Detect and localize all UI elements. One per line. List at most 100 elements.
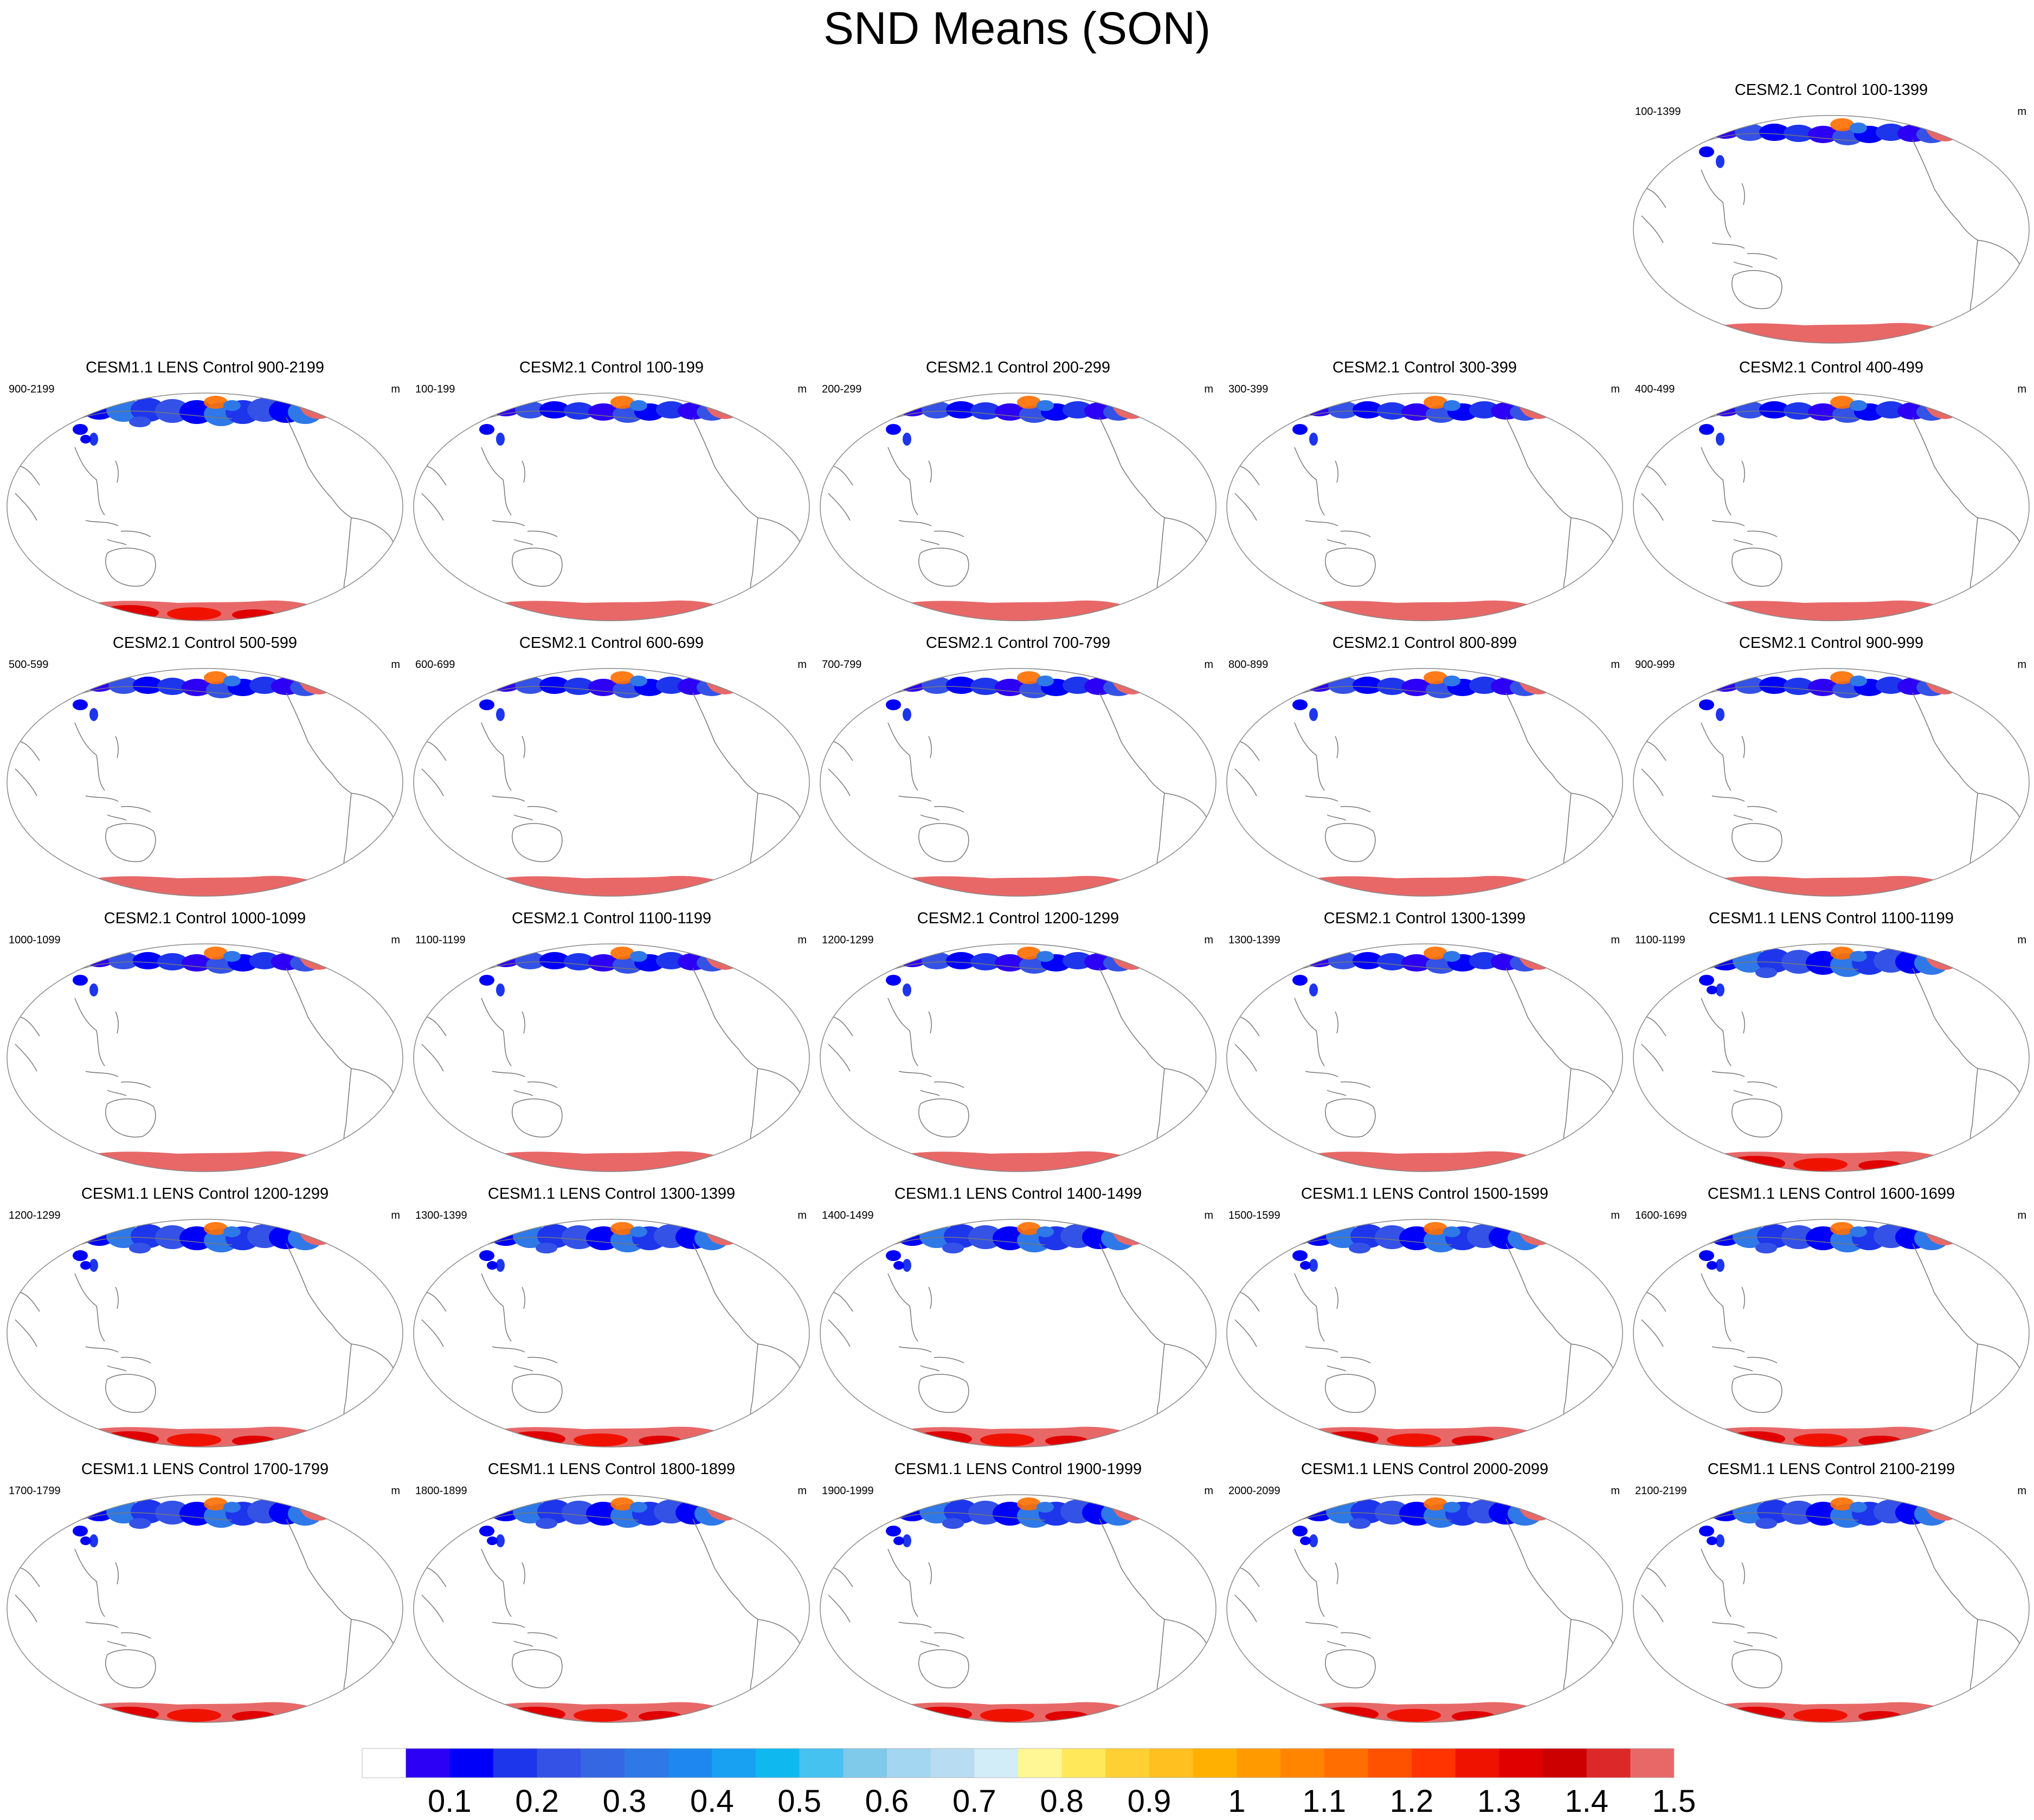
map-boundary <box>1633 1494 2030 1723</box>
panel-units-label: m <box>1204 1210 1213 1221</box>
panel-period-label: 200-299 <box>822 383 862 395</box>
coastlines <box>1641 1227 2022 1432</box>
panel-units-label: m <box>1204 383 1213 395</box>
panel-period-label: 900-999 <box>1635 659 1675 671</box>
panel-title: CESM2.1 Control 300-399 <box>1332 359 1517 376</box>
colorbar-swatch <box>1061 1748 1106 1778</box>
snow-depth-field <box>1664 117 1995 343</box>
coastlines <box>1641 123 2022 328</box>
map-panel: CESM1.1 LENS Control 1900-1999 1900-1999 m <box>818 1459 1219 1731</box>
map-boundary <box>1226 1494 1623 1723</box>
snow-depth-field <box>849 1495 1182 1722</box>
map-boundary <box>413 1494 810 1723</box>
panel-units-label: m <box>1204 934 1213 946</box>
panel-period-label: 500-599 <box>9 659 49 671</box>
panel-units-label: m <box>797 383 807 395</box>
map-panel: CESM1.1 LENS Control 1500-1599 1500-1599 m <box>1224 1184 1625 1455</box>
map-boundary <box>820 943 1216 1172</box>
panel-period-label: 1300-1399 <box>415 1210 467 1221</box>
map-boundary <box>7 1219 403 1448</box>
panel-units-label: m <box>1204 1485 1213 1497</box>
snow-depth-field <box>1256 1220 1588 1447</box>
colorbar-swatch <box>843 1748 887 1778</box>
panel-title: CESM2.1 Control 1100-1199 <box>511 910 712 927</box>
panel-units-label: m <box>2017 1485 2026 1497</box>
panel-units-label: m <box>391 383 400 395</box>
snow-depth-field <box>442 1220 775 1447</box>
colorbar-swatch <box>581 1748 625 1778</box>
map-panel: CESM2.1 Control 800-899 800-899 m <box>1224 633 1625 904</box>
panel-period-label: 1200-1299 <box>822 934 874 946</box>
snow-depth-field <box>38 670 369 896</box>
robinson-map <box>1633 943 2030 1172</box>
robinson-map <box>7 668 403 897</box>
robinson-map <box>1633 1494 2030 1723</box>
snow-depth-field <box>1256 1495 1588 1722</box>
panel-units-label: m <box>2017 659 2026 671</box>
figure-title: SND Means (SON) <box>823 3 1211 54</box>
colorbar-swatch <box>887 1748 931 1778</box>
coastlines <box>1641 1502 2022 1707</box>
map-panel: CESM1.1 LENS Control 1600-1699 1600-1699 m <box>1631 1184 2032 1455</box>
colorbar-swatch <box>930 1748 975 1778</box>
coastlines <box>828 1227 1208 1432</box>
colorbar-swatch <box>1630 1748 1675 1778</box>
coastlines <box>1641 951 2022 1156</box>
colorbar-tick-label: 0.5 <box>777 1784 821 1819</box>
panel-period-label: 1600-1699 <box>1635 1210 1687 1221</box>
snow-depth-field <box>445 670 775 896</box>
robinson-map <box>7 1494 403 1723</box>
coastlines <box>1234 1227 1615 1432</box>
snow-depth-field <box>442 1495 775 1722</box>
panel-title: CESM2.1 Control 800-899 <box>1332 634 1517 652</box>
map-boundary <box>1633 668 2030 897</box>
panel-title: CESM2.1 Control 100-199 <box>519 359 704 376</box>
panel-period-label: 1100-1199 <box>415 934 466 946</box>
panel-period-label: 1200-1299 <box>9 1210 61 1221</box>
panel-title: CESM1.1 LENS Control 1900-1999 <box>894 1461 1142 1478</box>
panel-title: CESM1.1 LENS Control 1800-1899 <box>487 1461 736 1478</box>
robinson-map <box>1226 1494 1623 1723</box>
coastlines <box>15 951 395 1156</box>
panel-period-label: 400-499 <box>1635 383 1675 395</box>
map-boundary <box>820 393 1216 621</box>
panel-title: CESM1.1 LENS Control 1700-1799 <box>81 1461 329 1478</box>
panel-units-label: m <box>1611 1210 1620 1221</box>
snow-depth-field <box>36 394 369 621</box>
coastlines <box>421 951 802 1156</box>
robinson-map <box>1226 1219 1623 1448</box>
map-panel: CESM2.1 Control 400-499 400-499 m <box>1631 358 2032 629</box>
colorbar-swatch <box>1018 1748 1063 1778</box>
map-boundary <box>7 668 403 897</box>
colorbar-tick-label: 1.3 <box>1477 1784 1521 1819</box>
colorbar-swatch <box>1499 1748 1543 1778</box>
map-panel: CESM2.1 Control 1100-1199 1100-1199 m <box>411 909 812 1180</box>
colorbar-swatch <box>1455 1748 1499 1778</box>
map-panel: CESM2.1 Control 500-599 500-599 m <box>4 633 405 904</box>
robinson-map <box>1633 668 2030 897</box>
panel-title: CESM1.1 LENS Control 1500-1599 <box>1301 1185 1549 1202</box>
snow-depth-field <box>1662 944 1995 1172</box>
coastlines <box>421 1502 802 1707</box>
colorbar-tick-label: 1 <box>1228 1784 1245 1819</box>
panel-units-label: m <box>1611 659 1620 671</box>
map-panel: CESM2.1 Control 1200-1299 1200-1299 m <box>818 909 1219 1180</box>
panel-period-label: 2100-2199 <box>1635 1485 1687 1497</box>
snow-depth-field <box>851 395 1182 621</box>
map-panel: CESM1.1 LENS Control 1300-1399 1300-1399 m <box>411 1184 812 1455</box>
panel-period-label: 900-2199 <box>9 383 55 395</box>
coastlines <box>828 676 1208 881</box>
snow-depth-field <box>849 1220 1182 1447</box>
snow-depth-field <box>851 670 1182 896</box>
map-panel: CESM1.1 LENS Control 1400-1499 1400-1499 m <box>818 1184 1219 1455</box>
snow-depth-field <box>1664 670 1995 896</box>
panel-title: CESM2.1 Control 900-999 <box>1739 634 1924 652</box>
map-panel: CESM1.1 LENS Control 1200-1299 1200-1299 m <box>4 1184 405 1455</box>
map-panel: CESM1.1 LENS Control 2000-2099 2000-2099 m <box>1224 1459 1625 1731</box>
map-boundary <box>820 668 1216 897</box>
panel-title: CESM2.1 Control 500-599 <box>112 634 298 652</box>
map-boundary <box>820 1219 1216 1448</box>
map-boundary <box>1633 943 2030 1172</box>
map-boundary <box>820 1494 1216 1723</box>
map-boundary <box>1226 393 1623 621</box>
